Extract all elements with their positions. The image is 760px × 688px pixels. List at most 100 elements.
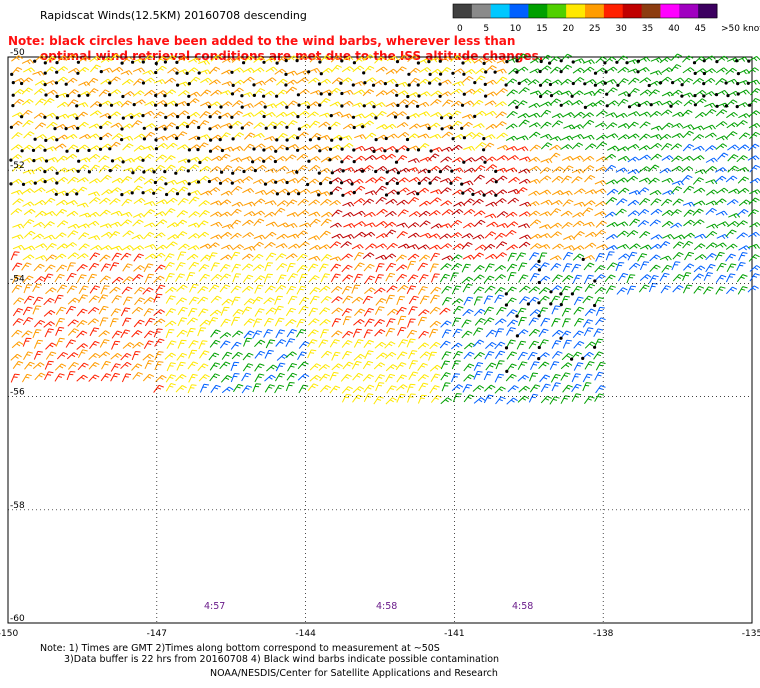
colorbar-label: 15 [536, 24, 547, 34]
wind-barb [155, 154, 167, 162]
wind-barb [353, 113, 366, 119]
quality-flag-dot [132, 103, 136, 107]
wind-barb [12, 275, 22, 284]
wind-barb [100, 263, 111, 272]
wind-barb [375, 90, 388, 97]
wind-barb [418, 382, 429, 392]
wind-barb [495, 241, 508, 249]
wind-barb [582, 382, 592, 392]
quality-flag-dot [121, 160, 125, 164]
quality-flag-dot [154, 138, 158, 142]
wind-barb [275, 111, 288, 118]
wind-barb [429, 320, 441, 328]
wind-barb [111, 66, 124, 73]
wind-barb [747, 285, 759, 293]
wind-barb [164, 122, 177, 130]
wind-barb [34, 54, 47, 62]
wind-barb [164, 352, 176, 360]
quality-flag-dot [549, 302, 553, 306]
wind-barb [595, 220, 607, 228]
wind-barb [384, 145, 397, 152]
wind-barb [538, 252, 548, 262]
wind-barb [331, 209, 343, 217]
quality-flag-dot [218, 115, 222, 119]
wind-barb [57, 113, 70, 119]
quality-flag-dot [262, 159, 266, 163]
wind-barb [241, 306, 252, 315]
wind-barb [582, 165, 595, 173]
quality-flag-dot [526, 302, 531, 306]
wind-barb [43, 234, 56, 240]
wind-barb [45, 188, 58, 194]
quality-flag-dot [482, 61, 486, 65]
quality-flag-dot [362, 104, 366, 108]
wind-barb [264, 211, 277, 218]
wind-barb [362, 252, 375, 259]
wind-barb [164, 164, 176, 172]
wind-barb [143, 222, 156, 228]
wind-barb [220, 231, 232, 239]
wind-barb [651, 100, 663, 106]
wind-barb [373, 362, 386, 370]
wind-barb [254, 88, 266, 96]
wind-barb [33, 263, 45, 272]
wind-barb [582, 66, 595, 74]
wind-barb [582, 112, 594, 119]
wind-barb [320, 218, 332, 227]
wind-barb [472, 123, 485, 129]
wind-barb [384, 221, 397, 229]
wind-barb [639, 244, 652, 250]
wind-barb [472, 385, 485, 392]
quality-flag-dot [328, 92, 332, 96]
quality-flag-dot [64, 82, 68, 86]
wind-barb [363, 65, 375, 74]
wind-barb [540, 101, 553, 107]
wind-barb [132, 219, 144, 227]
quality-flag-dot [196, 148, 200, 152]
wind-barb [430, 147, 443, 153]
wind-barb [616, 221, 629, 227]
wind-barb [463, 145, 476, 151]
wind-barb [252, 241, 264, 249]
wind-barb [538, 328, 549, 338]
wind-barb [407, 133, 419, 140]
wind-barb [46, 121, 58, 129]
wind-barb [131, 330, 143, 338]
wind-barb [563, 235, 576, 241]
wind-barb [274, 207, 286, 216]
wind-barb [650, 234, 663, 240]
quality-flag-dot [197, 125, 201, 130]
wind-barb [142, 69, 155, 75]
wind-barb [365, 177, 378, 184]
wind-barb [44, 264, 56, 273]
wind-barb [66, 371, 76, 381]
wind-barb [462, 75, 474, 83]
wind-barb [594, 393, 605, 402]
wind-barb [76, 264, 88, 272]
time-label-1: 4:57 [204, 601, 226, 612]
wind-barb [342, 316, 352, 326]
quality-flag-dot [208, 127, 212, 131]
quality-flag-dot [396, 171, 400, 175]
wind-barb [309, 287, 321, 295]
quality-flag-dot [649, 103, 653, 107]
wind-barb [342, 274, 354, 282]
colorbar-swatch [698, 4, 718, 18]
wind-barb [518, 211, 531, 217]
wind-barb [11, 67, 23, 75]
wind-barb [417, 316, 427, 326]
wind-barb [210, 89, 222, 97]
quality-flag-dot [428, 181, 432, 185]
wind-barb [560, 90, 573, 96]
wind-barb [243, 330, 255, 339]
wind-barb [275, 156, 288, 162]
wind-barb [660, 285, 671, 294]
wind-barb [87, 77, 99, 86]
wind-barb [463, 363, 475, 372]
wind-barb [660, 109, 673, 116]
wind-barb [496, 306, 507, 316]
wind-barb [198, 59, 211, 65]
wind-barb [175, 297, 187, 305]
wind-barb [353, 198, 366, 205]
wind-barb [661, 67, 674, 74]
